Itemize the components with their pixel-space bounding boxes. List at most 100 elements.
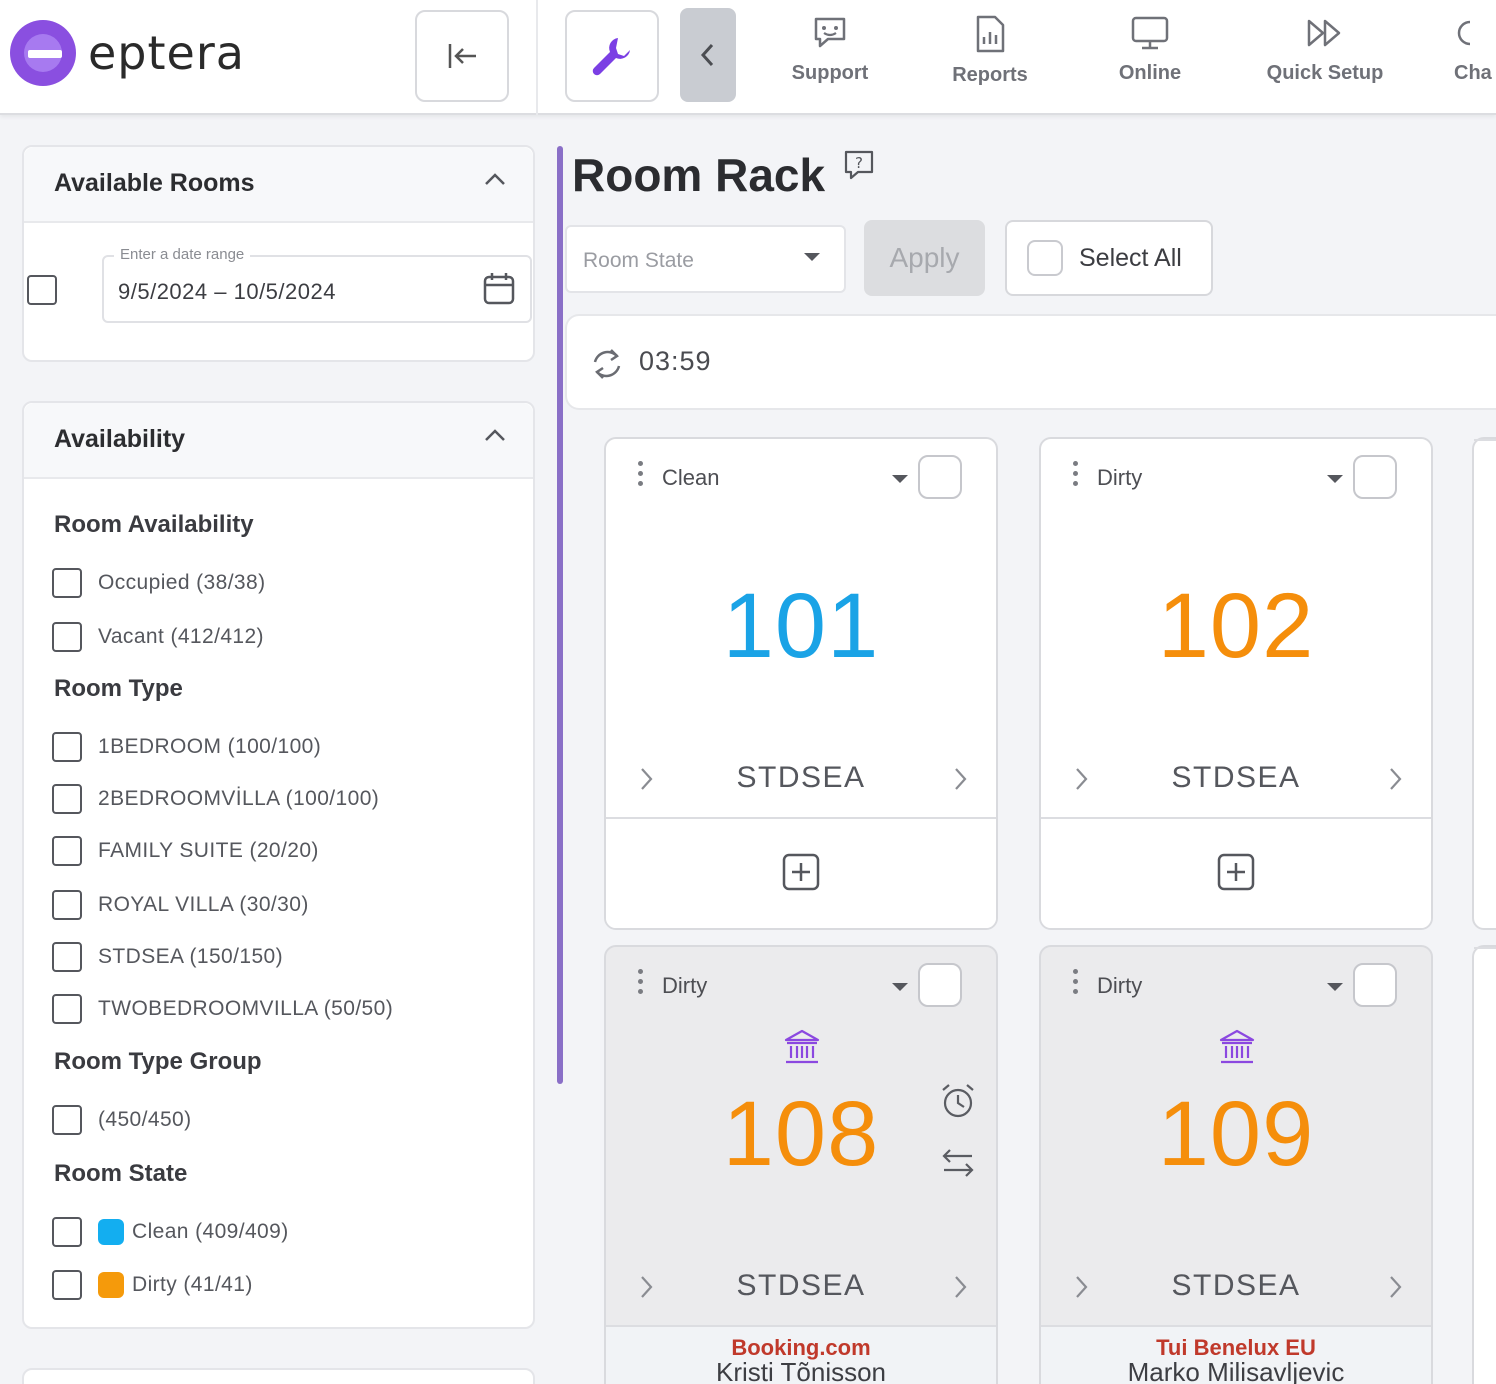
room-card-header: Dirty — [1041, 947, 1431, 1027]
checkbox[interactable] — [52, 568, 82, 598]
nav-quick-setup[interactable]: Quick Setup — [1250, 14, 1400, 85]
add-reservation-icon[interactable] — [1217, 853, 1255, 891]
kebab-menu-icon[interactable] — [1073, 969, 1081, 999]
next-panel — [22, 1368, 535, 1384]
room-card[interactable]: Clean 101 STDSEA — [604, 437, 998, 930]
page-title: Room Rack — [572, 149, 826, 201]
nav-reports[interactable]: Reports — [915, 14, 1065, 87]
room-card-footer — [606, 817, 996, 928]
refresh-icon[interactable] — [589, 346, 625, 382]
nav-label: Reports — [952, 64, 1028, 86]
room-state-label[interactable]: Dirty — [1097, 465, 1143, 490]
filter-room-type[interactable]: 1BEDROOM (100/100) — [52, 731, 321, 763]
nav-online[interactable]: Online — [1075, 14, 1225, 85]
room-state-label[interactable]: Clean — [662, 465, 720, 490]
add-reservation-icon[interactable] — [782, 853, 820, 891]
chevron-left-icon[interactable] — [636, 1273, 656, 1301]
collapse-sidebar-button[interactable] — [415, 10, 509, 102]
room-type-group-title: Room Type Group — [54, 1048, 262, 1075]
calendar-icon[interactable] — [482, 271, 516, 307]
checkbox[interactable] — [52, 836, 82, 866]
caret-down-icon[interactable] — [892, 475, 908, 483]
room-card-header: Dirty — [1041, 439, 1431, 519]
collapse-left-icon — [448, 44, 476, 68]
kebab-menu-icon[interactable] — [638, 461, 646, 491]
dirty-color-swatch — [98, 1272, 124, 1298]
kebab-menu-icon[interactable] — [1073, 461, 1081, 491]
checkbox[interactable] — [52, 622, 82, 652]
caret-down-icon[interactable] — [1327, 475, 1343, 483]
checkbox[interactable] — [52, 1105, 82, 1135]
available-rooms-panel: Available Rooms Enter a date range 9/5/2… — [22, 145, 535, 362]
room-card-partial[interactable] — [1472, 437, 1496, 930]
panel-title: Availability — [54, 425, 186, 453]
chevron-right-icon[interactable] — [1385, 1273, 1405, 1301]
chevron-right-icon[interactable] — [1385, 765, 1405, 793]
room-card[interactable]: Dirty 102 STDSEA — [1039, 437, 1433, 930]
room-card[interactable]: Dirty 109 STDSEA Tui Benelux EU Marko Mi… — [1039, 945, 1433, 1384]
resize-handle[interactable] — [557, 146, 563, 1084]
availability-header[interactable]: Availability — [24, 403, 533, 479]
topbar-divider — [536, 0, 538, 115]
room-card-partial[interactable] — [1472, 945, 1496, 1384]
available-rooms-header[interactable]: Available Rooms — [24, 147, 533, 223]
filter-dirty[interactable]: Dirty (41/41) — [52, 1269, 253, 1301]
caret-down-icon[interactable] — [892, 983, 908, 991]
apply-button[interactable]: Apply — [864, 220, 985, 296]
select-all-label: Select All — [1079, 243, 1182, 272]
nav-channel[interactable]: Cha — [1420, 14, 1496, 85]
chevron-left-icon[interactable] — [1071, 1273, 1091, 1301]
room-number: 101 — [722, 575, 880, 677]
room-state-label[interactable]: Dirty — [662, 973, 708, 998]
alarm-clock-icon[interactable] — [938, 1081, 978, 1121]
chevron-right-icon[interactable] — [950, 1273, 970, 1301]
bank-building-icon — [784, 1029, 820, 1064]
room-select-checkbox[interactable] — [918, 455, 962, 499]
date-range-checkbox[interactable] — [27, 275, 57, 305]
filter-room-type-group[interactable]: (450/450) — [52, 1104, 192, 1136]
filter-occupied[interactable]: Occupied (38/38) — [52, 567, 266, 599]
room-select-checkbox[interactable] — [918, 963, 962, 1007]
room-select-checkbox[interactable] — [1353, 963, 1397, 1007]
kebab-menu-icon[interactable] — [638, 969, 646, 999]
caret-down-icon[interactable] — [1327, 983, 1343, 991]
filter-label: Clean (409/409) — [132, 1220, 289, 1243]
guest-name: Kristi Tõnisson — [715, 1357, 887, 1384]
checkbox[interactable] — [52, 890, 82, 920]
topbar-back-button[interactable] — [680, 8, 736, 102]
filter-room-type[interactable]: ROYAL VILLA (30/30) — [52, 889, 309, 921]
chevron-left-icon[interactable] — [636, 765, 656, 793]
chevron-up-icon[interactable] — [483, 425, 507, 445]
refresh-countdown: 03:59 — [639, 346, 712, 376]
filter-clean[interactable]: Clean (409/409) — [52, 1216, 289, 1248]
select-all-checkbox[interactable] — [1027, 240, 1063, 276]
room-card[interactable]: Dirty 108 STDSEA Booking.com Kristi Tõni… — [604, 945, 998, 1384]
checkbox[interactable] — [52, 942, 82, 972]
help-icon[interactable]: ? — [842, 148, 876, 182]
filter-room-type[interactable]: TWOBEDROOMVILLA (50/50) — [52, 993, 393, 1025]
chevron-left-icon[interactable] — [1071, 765, 1091, 793]
chevron-up-icon[interactable] — [483, 169, 507, 189]
nav-support[interactable]: Support — [755, 14, 905, 85]
checkbox[interactable] — [52, 784, 82, 814]
filter-room-type[interactable]: STDSEA (150/150) — [52, 941, 283, 973]
swap-arrows-icon[interactable] — [938, 1143, 978, 1183]
chevron-right-icon[interactable] — [950, 765, 970, 793]
room-select-checkbox[interactable] — [1353, 455, 1397, 499]
tools-button[interactable] — [565, 10, 659, 102]
select-all-toggle[interactable]: Select All — [1005, 220, 1213, 296]
checkbox[interactable] — [52, 732, 82, 762]
checkbox[interactable] — [52, 1217, 82, 1247]
date-range-field[interactable]: Enter a date range 9/5/2024 – 10/5/2024 — [102, 246, 532, 323]
filter-label: FAMILY SUITE (20/20) — [98, 839, 319, 862]
room-card-footer[interactable]: Booking.com Kristi Tõnisson — [606, 1325, 996, 1384]
room-state-label[interactable]: Dirty — [1097, 973, 1143, 998]
room-state-select[interactable]: Room State — [565, 225, 846, 293]
filter-room-type[interactable]: 2BEDROOMVİLLA (100/100) — [52, 783, 379, 815]
filter-vacant[interactable]: Vacant (412/412) — [52, 621, 264, 653]
checkbox[interactable] — [52, 994, 82, 1024]
checkbox[interactable] — [52, 1270, 82, 1300]
app-logo[interactable]: eptera — [10, 20, 245, 86]
filter-room-type[interactable]: FAMILY SUITE (20/20) — [52, 835, 319, 867]
room-card-footer[interactable]: Tui Benelux EU Marko Milisavljevic — [1041, 1325, 1431, 1384]
